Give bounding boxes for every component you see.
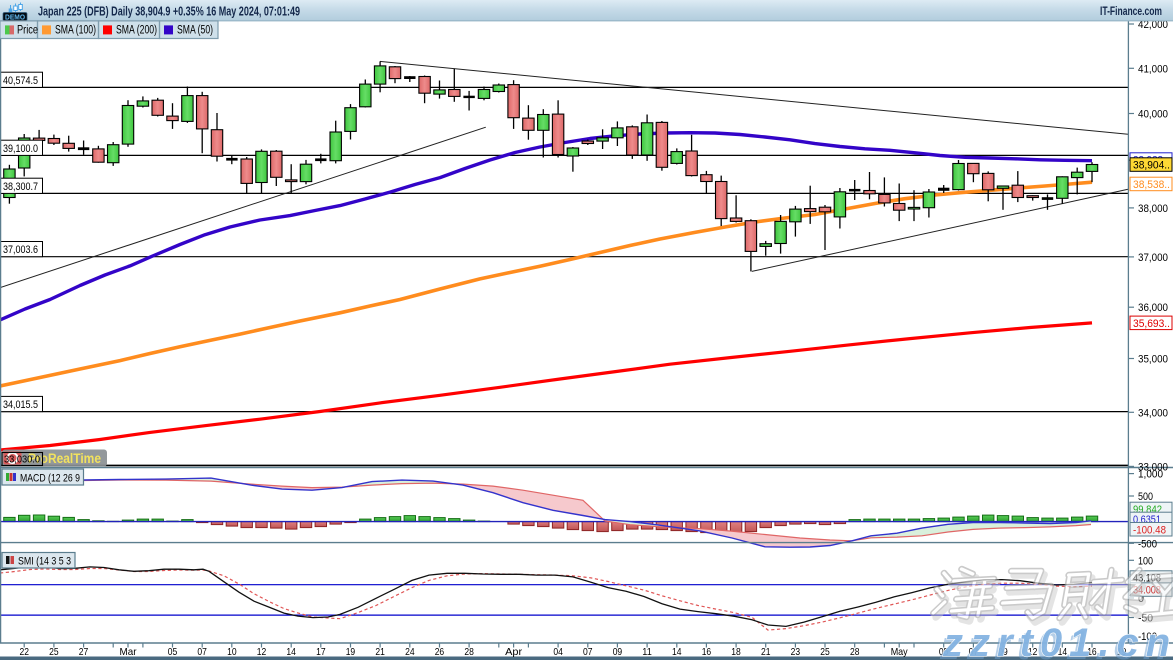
svg-text:22: 22 <box>20 646 30 658</box>
svg-text:May: May <box>891 646 909 658</box>
svg-text:07: 07 <box>583 646 593 658</box>
svg-text:-500: -500 <box>1138 538 1157 550</box>
svg-text:21: 21 <box>761 646 771 658</box>
svg-text:21: 21 <box>375 646 385 658</box>
svg-text:09: 09 <box>613 646 623 658</box>
svg-text:SMA (50): SMA (50) <box>177 25 213 37</box>
svg-text:38,000: 38,000 <box>1138 203 1168 215</box>
svg-text:38,904..: 38,904.. <box>1133 160 1170 172</box>
svg-text:28: 28 <box>464 646 474 658</box>
svg-text:38,538..: 38,538.. <box>1133 179 1170 191</box>
svg-text:41,000: 41,000 <box>1138 63 1168 75</box>
svg-text:23: 23 <box>791 646 801 658</box>
svg-text:24: 24 <box>405 646 415 658</box>
svg-text:16: 16 <box>702 646 712 658</box>
svg-text:34,015.5: 34,015.5 <box>3 399 38 411</box>
svg-text:Japan 225 (DFB) Daily 38,904.9: Japan 225 (DFB) Daily 38,904.9 +0.35% 16… <box>38 4 300 19</box>
svg-text:MACD (12 26 9: MACD (12 26 9 <box>20 473 80 485</box>
svg-text:SMI (14 3 5 3: SMI (14 3 5 3 <box>18 556 71 568</box>
svg-text:12: 12 <box>257 646 267 658</box>
svg-text:40,000: 40,000 <box>1138 109 1168 121</box>
svg-text:18: 18 <box>731 646 741 658</box>
svg-text:14: 14 <box>286 646 296 658</box>
svg-text:25: 25 <box>49 646 59 658</box>
svg-text:1,000: 1,000 <box>1138 469 1163 481</box>
svg-text:05: 05 <box>168 646 178 658</box>
svg-text:SMA (200): SMA (200) <box>116 25 157 37</box>
svg-text:-100.48: -100.48 <box>1133 524 1166 536</box>
svg-text:34,000: 34,000 <box>1138 407 1168 419</box>
svg-text:Price: Price <box>17 25 38 37</box>
svg-text:37,003.6: 37,003.6 <box>3 244 38 256</box>
svg-text:IT-Finance.com: IT-Finance.com <box>1100 6 1162 18</box>
svg-text:39,100.0: 39,100.0 <box>3 143 38 155</box>
svg-text:17: 17 <box>316 646 326 658</box>
svg-text:26: 26 <box>435 646 445 658</box>
svg-text:500: 500 <box>1138 491 1153 503</box>
svg-text:11: 11 <box>642 646 652 658</box>
svg-text:19: 19 <box>346 646 356 658</box>
svg-text:40,574.5: 40,574.5 <box>3 75 38 87</box>
svg-text:25: 25 <box>820 646 830 658</box>
svg-text:33,030.0: 33,030.0 <box>4 454 40 466</box>
svg-text:38,300.7: 38,300.7 <box>3 181 38 193</box>
svg-text:DEMO: DEMO <box>5 13 25 22</box>
svg-text:100: 100 <box>1138 555 1153 567</box>
svg-text:SMA (100): SMA (100) <box>55 25 96 37</box>
svg-text:07: 07 <box>197 646 207 658</box>
svg-text:36,000: 36,000 <box>1138 302 1168 314</box>
svg-text:35,000: 35,000 <box>1138 354 1168 366</box>
svg-text:10: 10 <box>227 646 237 658</box>
svg-text:28: 28 <box>850 646 860 658</box>
svg-text:37,000: 37,000 <box>1138 252 1168 264</box>
svg-text:35,693..: 35,693.. <box>1133 318 1170 330</box>
svg-text:zzrt01.cn: zzrt01.cn <box>942 621 1173 660</box>
svg-text:Apr: Apr <box>505 646 523 658</box>
svg-text:27: 27 <box>79 646 89 658</box>
svg-text:14: 14 <box>672 646 682 658</box>
svg-text:04: 04 <box>553 646 563 658</box>
svg-text:Mar: Mar <box>120 646 137 658</box>
